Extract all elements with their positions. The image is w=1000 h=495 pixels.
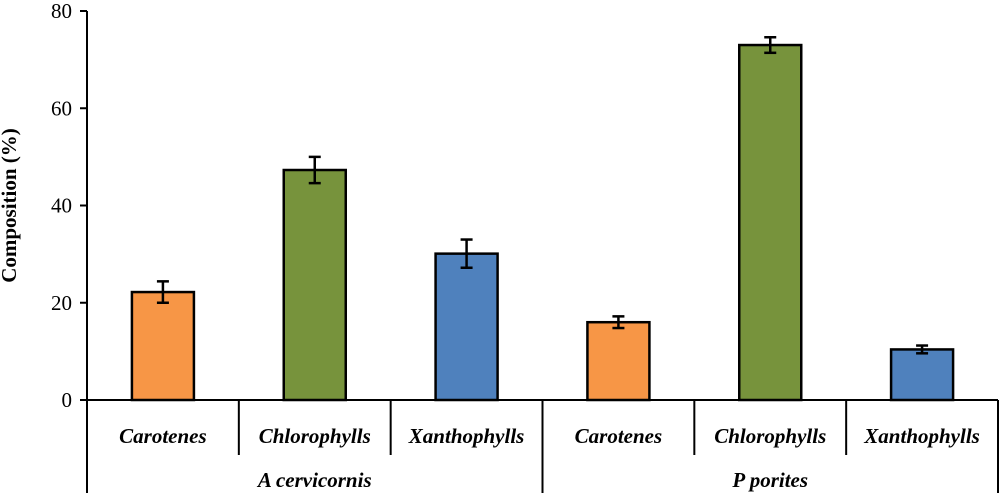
y-axis-title: Composition (%) — [0, 128, 21, 283]
bar-xanthophylls-2 — [889, 348, 955, 402]
category-label: Xanthophylls — [863, 424, 980, 448]
category-label: Carotenes — [119, 424, 207, 448]
error-bars — [156, 36, 929, 355]
group-label: A cervicornis — [256, 468, 372, 492]
group-label: P porites — [731, 468, 808, 492]
y-tick-label: 20 — [51, 291, 72, 315]
x-axis — [86, 399, 999, 493]
category-label: Chlorophylls — [714, 424, 826, 448]
category-labels: Carotenes Chlorophylls Xanthophylls A cervi… — [119, 424, 980, 492]
y-axis: 0 20 40 60 80 — [51, 0, 88, 412]
bar-chlorophylls-1 — [282, 168, 347, 402]
bars — [130, 43, 955, 402]
y-tick-label: 40 — [51, 194, 72, 218]
category-label: Xanthophylls — [408, 424, 525, 448]
y-tick-label: 80 — [51, 0, 72, 23]
category-label: Chlorophylls — [259, 424, 371, 448]
bar-xanthophylls-1 — [434, 252, 499, 402]
y-tick-label: 0 — [62, 388, 73, 412]
category-label: Carotenes — [575, 424, 663, 448]
bar-chlorophylls-2 — [738, 43, 803, 402]
bar-carotenes-1 — [130, 290, 196, 402]
y-tick-label: 60 — [51, 96, 72, 120]
bar-carotenes-2 — [586, 320, 651, 402]
